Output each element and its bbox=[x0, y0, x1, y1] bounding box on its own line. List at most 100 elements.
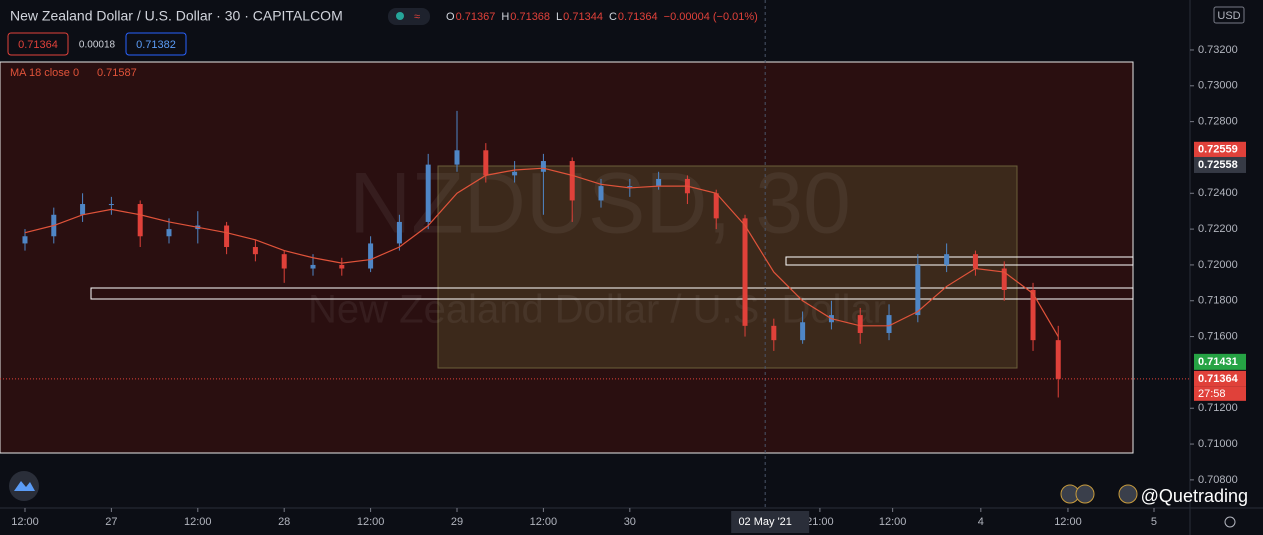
ohlc-key: C bbox=[609, 11, 617, 23]
ohlc-value: 0.71344 bbox=[563, 11, 603, 23]
y-tick-label: 0.72000 bbox=[1198, 259, 1238, 271]
countdown-box bbox=[1194, 386, 1246, 401]
price-badge bbox=[1194, 370, 1246, 387]
ma-line bbox=[24, 167, 1059, 337]
change: −0.00004 (−0.01%) bbox=[664, 11, 758, 23]
ohlc-value: 0.71364 bbox=[618, 11, 658, 23]
candle-body bbox=[1030, 290, 1036, 341]
ma-value: 0.71587 bbox=[97, 67, 137, 79]
spread: 0.00018 bbox=[79, 40, 116, 51]
y-tick-label: 0.71000 bbox=[1198, 438, 1238, 450]
x-tick-label: 12:00 bbox=[184, 516, 212, 528]
candle-body bbox=[252, 247, 258, 255]
x-tick-label: 28 bbox=[278, 516, 290, 528]
x-tick-label: 12:00 bbox=[11, 516, 39, 528]
candle-body bbox=[540, 161, 546, 172]
candle-body bbox=[713, 193, 719, 219]
countdown: 27:58 bbox=[1198, 388, 1226, 400]
candle-body bbox=[166, 229, 172, 237]
candle-body bbox=[22, 236, 28, 244]
ohlc-key: L bbox=[556, 11, 562, 23]
brand: @Quetrading bbox=[1141, 486, 1248, 506]
candle-body bbox=[310, 264, 316, 269]
ohlc-value: 0.71368 bbox=[510, 11, 550, 23]
bid-box[interactable] bbox=[7, 32, 69, 56]
x-tick-label: 4 bbox=[978, 516, 984, 528]
candle-body bbox=[598, 186, 604, 201]
flag-icon bbox=[1075, 484, 1095, 504]
settings-icon[interactable] bbox=[1224, 516, 1236, 528]
candle-body bbox=[915, 264, 921, 316]
price-badge bbox=[1194, 353, 1246, 370]
candle-body bbox=[886, 315, 892, 333]
y-tick-label: 0.72800 bbox=[1198, 116, 1238, 128]
y-tick-label: 0.70800 bbox=[1198, 474, 1238, 486]
x-tick-label: 29 bbox=[451, 516, 463, 528]
candle-body bbox=[368, 243, 374, 269]
status-icon: ≈ bbox=[414, 11, 420, 23]
candle-body bbox=[1055, 340, 1061, 379]
zone-box bbox=[437, 165, 1018, 369]
currency[interactable]: USD bbox=[1217, 10, 1240, 22]
ohlc-value: 0.71367 bbox=[456, 11, 496, 23]
y-tick-label: 0.73200 bbox=[1198, 44, 1238, 56]
candle-body bbox=[425, 164, 431, 222]
price-badge-label: 0.71431 bbox=[1198, 356, 1238, 368]
price-badge bbox=[1194, 141, 1246, 158]
candle-body bbox=[483, 150, 489, 176]
status-dot bbox=[396, 12, 404, 20]
candle-body bbox=[108, 204, 114, 206]
status-pill bbox=[388, 8, 430, 25]
candle-body bbox=[857, 315, 863, 333]
candle-body bbox=[339, 264, 345, 269]
y-tick-label: 0.71200 bbox=[1198, 402, 1238, 414]
candle-body bbox=[771, 325, 777, 341]
watermark-sub: New Zealand Dollar / U.S. Dollar bbox=[308, 288, 886, 332]
watermark: NZDUSD, 30 bbox=[349, 156, 851, 252]
candle-body bbox=[137, 204, 143, 237]
ma-name: MA 18 close 0 bbox=[10, 67, 79, 79]
y-tick-label: 0.73000 bbox=[1198, 80, 1238, 92]
ask-box[interactable] bbox=[125, 32, 187, 56]
symbol-title: New Zealand Dollar / U.S. Dollar · 30 · … bbox=[10, 8, 343, 24]
flag-icon bbox=[1118, 484, 1138, 504]
x-tick-label: 12:00 bbox=[357, 516, 385, 528]
level-zone bbox=[785, 256, 1134, 266]
x-tick-label: 12:00 bbox=[530, 516, 558, 528]
ohlc-key: H bbox=[501, 11, 509, 23]
x-tick-label: 5 bbox=[1151, 516, 1157, 528]
ohlc-key: O bbox=[446, 11, 455, 23]
candle-body bbox=[656, 178, 662, 187]
bid[interactable]: 0.71364 bbox=[18, 39, 58, 51]
candle-body bbox=[396, 221, 402, 244]
ask[interactable]: 0.71382 bbox=[136, 39, 176, 51]
level-zone bbox=[90, 287, 1134, 300]
x-tick-label: 12:00 bbox=[1054, 516, 1082, 528]
y-tick-label: 0.71600 bbox=[1198, 330, 1238, 342]
x-tick-label: 27 bbox=[105, 516, 117, 528]
candle-body bbox=[972, 254, 978, 269]
x-tick-label: 30 bbox=[624, 516, 636, 528]
candle-body bbox=[281, 254, 287, 269]
candle-body bbox=[1001, 268, 1007, 291]
candle-body bbox=[742, 218, 748, 326]
candle-body bbox=[944, 254, 950, 265]
currency-box[interactable] bbox=[1213, 6, 1245, 24]
candle-body bbox=[512, 171, 518, 176]
x-tick-label: 21:00 bbox=[806, 516, 834, 528]
x-tick-label: 12:00 bbox=[879, 516, 907, 528]
candle-body bbox=[224, 225, 230, 248]
candle-body bbox=[454, 150, 460, 165]
candle-body bbox=[80, 204, 86, 215]
candle-body bbox=[800, 322, 806, 341]
y-tick-label: 0.72400 bbox=[1198, 187, 1238, 199]
candle-body bbox=[569, 161, 575, 201]
y-tick-label: 0.72200 bbox=[1198, 223, 1238, 235]
price-badge-label: 0.72559 bbox=[1198, 144, 1238, 156]
y-tick-label: 0.71800 bbox=[1198, 295, 1238, 307]
price-badge-label: 0.71364 bbox=[1198, 373, 1239, 385]
logo-mark bbox=[14, 481, 35, 491]
candle-body bbox=[627, 186, 633, 188]
price-badge-label: 0.72558 bbox=[1198, 159, 1238, 171]
